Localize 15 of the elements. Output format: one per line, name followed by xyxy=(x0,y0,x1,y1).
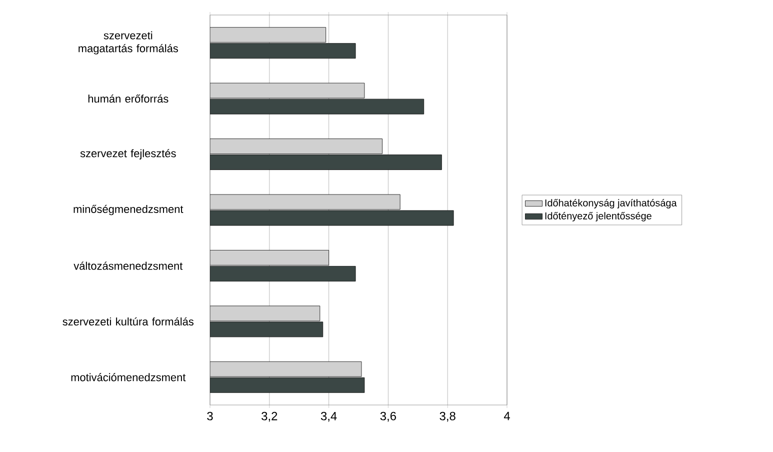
x-tick-label: 3 xyxy=(207,412,213,420)
x-tick-label: 4 xyxy=(504,412,510,420)
y-tick-label: szervezeti kultúra formálás xyxy=(62,317,194,326)
y-tick-label: szervezet fejlesztés xyxy=(80,149,176,160)
x-tick-label: 3,4 xyxy=(320,412,337,422)
legend-label: Időhatékonyság javíthatósága xyxy=(545,199,677,208)
y-tick-label: minőségmenedzsment xyxy=(74,204,184,216)
legend-label: Időtényező jelentőssége xyxy=(545,212,652,222)
y-tick-label: változásmenedzsment xyxy=(74,262,183,270)
x-tick-label: 3,8 xyxy=(440,412,456,422)
y-tick-label: szervezeti magatartás formálás xyxy=(78,31,178,54)
x-tick-label: 3,2 xyxy=(262,412,278,422)
y-tick-label: humán erőforrás xyxy=(88,94,168,103)
x-tick-label: 3,6 xyxy=(380,412,396,422)
y-tick-label: motivációmenedzsment xyxy=(71,373,186,382)
